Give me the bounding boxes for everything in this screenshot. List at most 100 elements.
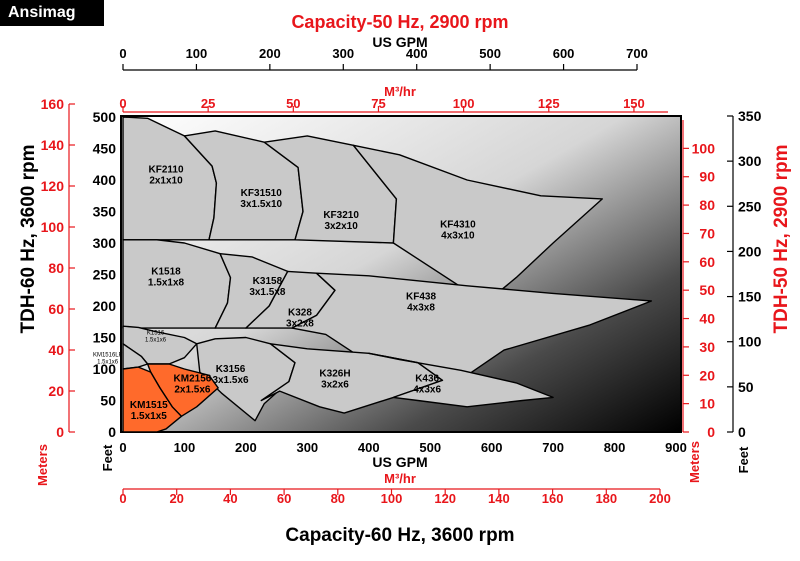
left-feet-tick-label: 100 xyxy=(93,361,117,377)
bottom-gpm-axis-label: US GPM xyxy=(372,454,427,470)
bottom-gpm-axis: 0 100 200 300 400 500 600 700 800 900 xyxy=(119,440,686,455)
top-gpm-tick-label: 100 xyxy=(186,46,208,61)
top-gpm-tick-label: 500 xyxy=(479,46,501,61)
left-meters-tick-label: 20 xyxy=(48,383,64,399)
bottom-gpm-tick-label: 700 xyxy=(542,440,564,455)
bottom-m3hr-tick-label: 100 xyxy=(381,491,403,506)
bottom-gpm-tick-label: 200 xyxy=(235,440,257,455)
bottom-gpm-tick-label: 600 xyxy=(481,440,503,455)
left-feet-tick-label: 500 xyxy=(93,109,117,125)
bottom-gpm-tick-label: 800 xyxy=(604,440,626,455)
right-meters-tick-label: 60 xyxy=(699,254,715,270)
region-size-k436: 4x3x6 xyxy=(413,385,441,396)
left-feet-tick-label: 0 xyxy=(108,424,116,440)
top-gpm-tick-label: 700 xyxy=(626,46,648,61)
bottom-m3hr-tick-label: 40 xyxy=(223,491,237,506)
top-m3hr-tick-label: 50 xyxy=(286,96,300,111)
top-m3hr-axis: 0 25 50 75 100 125 150 xyxy=(119,96,668,113)
right-feet-tick-label: 150 xyxy=(738,289,762,305)
region-size-kf31510: 3x1.5x10 xyxy=(240,199,282,210)
left-meters-tick-label: 40 xyxy=(48,342,64,358)
region-size-km1516lf: 1.5x1x6 xyxy=(97,359,119,365)
left-feet-tick-label: 50 xyxy=(100,393,116,409)
left-meters-tick-label: 160 xyxy=(41,96,65,112)
right-feet-tick-label: 0 xyxy=(738,424,746,440)
right-feet-tick-label: 200 xyxy=(738,243,762,259)
right-feet-axis: 0 50 100 150 200 250 300 350 xyxy=(727,108,762,440)
bottom-gpm-tick-label: 500 xyxy=(419,440,441,455)
right-feet-tick-label: 250 xyxy=(738,198,762,214)
left-feet-label: Feet xyxy=(100,444,115,471)
region-size-k3156: 3x1.5x6 xyxy=(212,375,249,386)
region-size-kf438: 4x3x8 xyxy=(407,303,435,314)
region-name-kf2110: KF2110 xyxy=(148,164,183,175)
left-meters-tick-label: 100 xyxy=(41,219,65,235)
region-size-k326h: 3x2x6 xyxy=(321,380,349,391)
region-size-kf4310: 4x3x10 xyxy=(441,230,475,241)
region-size-km1515: 1.5x1x5 xyxy=(131,411,168,422)
region-size-kf3210: 3x2x10 xyxy=(324,221,358,232)
region-name-kf438: KF438 xyxy=(406,292,436,303)
region-size-kf2110: 2x1x10 xyxy=(149,175,183,186)
left-meters-tick-label: 60 xyxy=(48,301,64,317)
right-meters-tick-label: 100 xyxy=(692,140,716,156)
right-meters-tick-label: 50 xyxy=(699,282,715,298)
bottom-m3hr-tick-label: 160 xyxy=(542,491,564,506)
bottom-gpm-tick-label: 400 xyxy=(358,440,380,455)
top-m3hr-axis-label: M³/hr xyxy=(384,84,416,99)
region-size-km2156: 2x1.5x6 xyxy=(174,385,211,396)
top-gpm-axis: 0 100 200 300 400 500 600 700 xyxy=(119,46,648,71)
region-k436 xyxy=(368,352,554,408)
right-feet-tick-label: 300 xyxy=(738,153,762,169)
left-meters-axis: 0 20 40 60 80 100 120 140 160 xyxy=(41,96,75,440)
right-feet-tick-label: 350 xyxy=(738,108,762,124)
left-feet-tick-label: 150 xyxy=(93,330,117,346)
brand-logo: Ansimag xyxy=(0,0,104,26)
pump-regions xyxy=(122,116,653,433)
right-meters-tick-label: 0 xyxy=(707,424,715,440)
region-name-km1516lf: KM1516LF xyxy=(93,352,123,358)
region-name-k436: K436 xyxy=(415,374,439,385)
left-meters-label: Meters xyxy=(35,444,50,486)
region-name-k3156: K3156 xyxy=(216,364,246,375)
region-name-k328: K328 xyxy=(288,307,312,318)
left-tdh-title: TDH-60 Hz, 3600 rpm xyxy=(18,144,39,333)
top-gpm-axis-label: US GPM xyxy=(372,34,427,50)
bottom-m3hr-axis: 0 20 40 60 80 100 120 140 160 180 200 xyxy=(119,488,671,506)
region-name-km1515: KM1515 xyxy=(130,400,168,411)
top-m3hr-tick-label: 150 xyxy=(623,96,645,111)
left-feet-tick-label: 450 xyxy=(93,141,117,157)
top-gpm-tick-label: 300 xyxy=(332,46,354,61)
top-axis-title: Capacity-50 Hz, 2900 rpm xyxy=(291,12,508,32)
right-meters-label: Meters xyxy=(687,441,702,483)
bottom-gpm-tick-label: 0 xyxy=(119,440,126,455)
region-kf4310 xyxy=(352,144,603,304)
region-name-km2156: KM2156 xyxy=(174,374,212,385)
bottom-gpm-tick-label: 900 xyxy=(665,440,687,455)
region-name-kf4310: KF4310 xyxy=(440,219,476,230)
bottom-m3hr-tick-label: 60 xyxy=(277,491,291,506)
region-name-k3158: K3158 xyxy=(253,276,283,287)
region-size-k3158: 3x1.5x8 xyxy=(249,287,286,298)
top-m3hr-tick-label: 25 xyxy=(201,96,215,111)
left-feet-tick-label: 200 xyxy=(93,298,117,314)
bottom-m3hr-tick-label: 200 xyxy=(649,491,671,506)
top-m3hr-tick-label: 125 xyxy=(538,96,560,111)
left-feet-tick-label: 300 xyxy=(93,235,117,251)
region-name-k1516: K1516 xyxy=(147,330,165,336)
left-meters-tick-label: 120 xyxy=(41,178,65,194)
right-meters-tick-label: 90 xyxy=(699,169,715,185)
left-feet-axis: 0 50 100 150 200 250 300 350 400 450 500 xyxy=(93,109,117,440)
right-feet-label: Feet xyxy=(736,446,751,473)
region-size-k328: 3x2x8 xyxy=(286,318,314,329)
top-m3hr-tick-label: 75 xyxy=(371,96,385,111)
right-tdh-title: TDH-50 Hz, 2900 rpm xyxy=(771,144,792,333)
top-gpm-tick-label: 400 xyxy=(406,46,428,61)
right-meters-tick-label: 30 xyxy=(699,339,715,355)
bottom-m3hr-tick-label: 120 xyxy=(434,491,456,506)
top-gpm-tick-label: 600 xyxy=(553,46,575,61)
bottom-m3hr-tick-label: 140 xyxy=(488,491,510,506)
